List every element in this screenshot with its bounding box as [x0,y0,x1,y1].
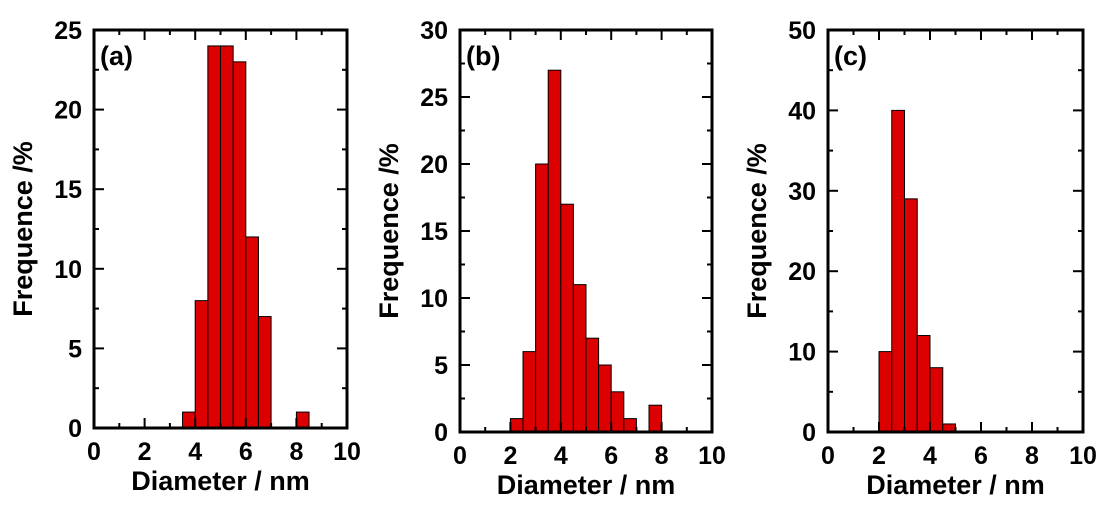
x-axis-label: Diameter / nm [497,470,676,500]
x-tick-label: 8 [1025,442,1039,470]
y-tick-label: 10 [788,339,816,367]
plot-frame [826,28,1085,434]
chart-panel-2: 0 2 4 6 8 10 0 10 20 30 40 50 (c) Diameter / nm Freque… [742,17,1097,500]
x-axis-label: Diameter / nm [131,466,310,496]
histogram-bar [509,418,524,433]
histogram-bar [194,300,209,429]
x-tick-label: 10 [333,438,361,466]
y-tick-label: 0 [802,419,816,447]
histogram-bar [598,364,612,433]
y-tick-label: 25 [54,17,82,45]
x-tick-label: 2 [503,442,517,470]
y-tick-label: 30 [420,17,448,45]
histogram-bar [182,411,196,429]
y-tick-label: 10 [420,285,448,313]
x-tick-label: 6 [604,442,618,470]
histogram-bar [232,61,247,429]
histogram-bar [207,45,222,429]
x-tick-label: 10 [1069,442,1097,470]
y-tick-label: 5 [68,335,82,363]
x-tick-label: 6 [974,442,988,470]
y-tick-label: 5 [434,352,448,380]
x-tick-label: 0 [821,442,835,470]
y-axis-label: Frequence /% [374,143,404,319]
histogram-bar [585,337,600,433]
chart-panel-0: 0 2 4 6 8 10 0 5 10 15 20 25 (a) Diameter / nm Frequen… [8,17,361,496]
histogram-bar [522,351,537,433]
histogram-bar [878,351,893,433]
histogram-bar [295,411,310,429]
x-tick-label: 10 [698,442,726,470]
y-tick-label: 20 [788,258,816,286]
histogram-bar [904,198,918,433]
y-tick-label: 10 [54,256,82,284]
y-tick-label: 0 [434,419,448,447]
x-tick-label: 0 [87,438,101,466]
histogram-bar [610,391,625,433]
x-axis-label: Diameter / nm [866,470,1045,500]
x-tick-label: 2 [872,442,886,470]
x-tick-label: 0 [453,442,467,470]
histogram-bar [535,163,549,433]
x-tick-label: 6 [239,438,253,466]
histogram-bar [245,236,259,429]
x-tick-label: 2 [138,438,152,466]
histogram-bar [929,367,944,433]
y-axis-label: Frequence /% [8,141,38,317]
y-tick-label: 40 [788,97,816,125]
histogram-bar [891,109,905,433]
histogram-bar [560,203,574,433]
chart-panel-1: 0 2 4 6 8 10 0 5 10 15 20 25 30 (b) Diameter / nm Frequ… [374,17,726,500]
y-axis-label: Frequence /% [742,143,772,319]
y-tick-label: 30 [788,178,816,206]
panel-label: (c) [834,41,867,71]
histogram-bar [623,418,637,433]
histogram-bar [648,404,663,433]
panel-label: (a) [100,41,133,71]
histogram-bar [220,45,234,429]
x-tick-label: 4 [923,442,937,470]
panel-label: (b) [466,41,500,71]
y-tick-label: 20 [420,151,448,179]
y-tick-label: 20 [54,97,82,125]
x-tick-label: 4 [188,438,202,466]
y-tick-label: 25 [420,84,448,112]
histogram-bar [572,284,587,433]
x-tick-label: 8 [655,442,669,470]
y-tick-label: 15 [54,176,82,204]
histogram-bar [257,316,272,429]
y-tick-label: 15 [420,218,448,246]
x-tick-label: 8 [289,438,303,466]
histogram-bar [547,69,562,433]
y-tick-label: 50 [788,17,816,45]
x-tick-label: 4 [554,442,568,470]
y-tick-label: 0 [68,415,82,443]
histogram-bar [916,335,931,433]
